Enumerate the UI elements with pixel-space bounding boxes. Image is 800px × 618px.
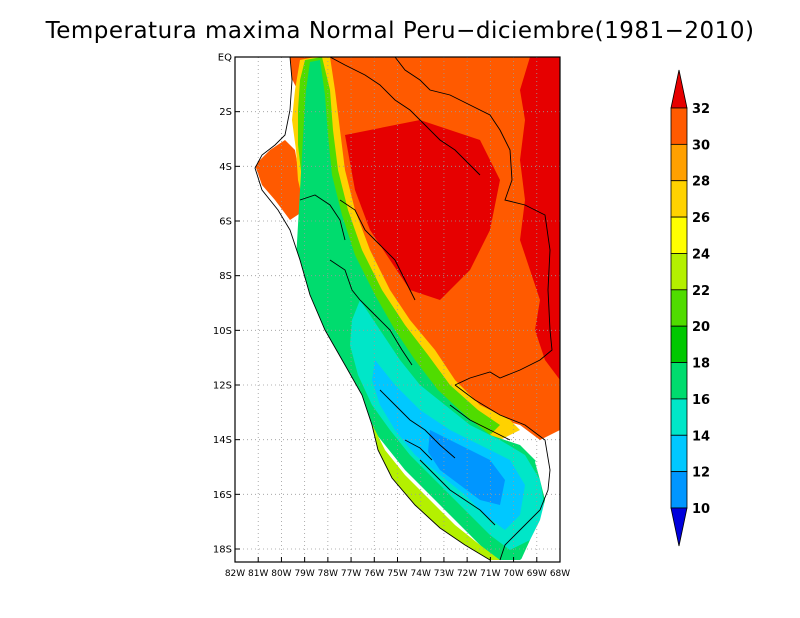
lat-tick-label: 4S xyxy=(219,162,232,173)
pacific-ocean xyxy=(235,57,490,562)
colorbar-segment xyxy=(670,325,688,363)
colorbar-label: 10 xyxy=(692,502,710,517)
lon-tick-label: 69W xyxy=(527,569,547,579)
region-cold-core xyxy=(428,430,505,505)
colorbar-segment xyxy=(670,289,688,327)
colorbar-bottom-arrow xyxy=(670,507,688,547)
colorbar-label: 14 xyxy=(692,429,710,444)
colorbar-segment xyxy=(670,180,688,218)
colorbar-label: 16 xyxy=(692,393,710,408)
colorbar: 32 30 28 26 24 22 20 18 16 14 12 10 xyxy=(670,69,710,547)
colorbar-label: 26 xyxy=(692,211,710,226)
map-title: Temperatura maxima Normal Peru−diciembre… xyxy=(45,18,755,44)
colorbar-label: 30 xyxy=(692,138,710,153)
colorbar-label: 32 xyxy=(692,102,710,117)
colorbar-segment xyxy=(670,362,688,400)
colorbar-segment xyxy=(670,471,688,509)
lat-tick-label: 16S xyxy=(213,490,232,501)
lat-tick-label: 8S xyxy=(219,271,232,282)
lon-tick-label: 71W xyxy=(480,569,500,579)
outside-east xyxy=(520,430,560,562)
colorbar-label: 24 xyxy=(692,247,710,262)
colorbar-label: 20 xyxy=(692,320,710,335)
lon-tick-label: 81W xyxy=(248,569,268,579)
colorbar-segment xyxy=(670,398,688,436)
lon-tick-label: 79W xyxy=(294,569,314,579)
lat-tick-label: EQ xyxy=(218,53,232,64)
map-gridlines xyxy=(235,57,560,562)
lon-tick-label: 75W xyxy=(387,569,407,579)
country-borders xyxy=(254,57,553,561)
colorbar-segment xyxy=(670,253,688,291)
lon-tick-label: 78W xyxy=(318,569,338,579)
lon-tick-label: 74W xyxy=(411,569,431,579)
colorbar-label: 18 xyxy=(692,357,710,372)
lat-tick-label: 6S xyxy=(219,217,232,228)
region-32-plus xyxy=(520,57,560,380)
lon-tick-label: 76W xyxy=(364,569,384,579)
lon-tick-label: 72W xyxy=(457,569,477,579)
longitude-axis: 82W 81W 80W 79W 78W 77W 76W 75W 74W 73W 72W 71W 70W 6… xyxy=(225,557,570,579)
lat-tick-label: 12S xyxy=(213,381,232,392)
lat-tick-label: 18S xyxy=(213,545,232,556)
temperature-field xyxy=(235,57,560,562)
lon-tick-label: 77W xyxy=(341,569,361,579)
lon-tick-label: 82W xyxy=(225,569,245,579)
colorbar-label: 22 xyxy=(692,284,710,299)
colorbar-segment xyxy=(670,216,688,254)
latitude-axis: EQ 2S 4S 6S 8S 10S 12S 14S 16S 18S xyxy=(213,53,240,556)
colorbar-label: 28 xyxy=(692,175,710,190)
colorbar-segment xyxy=(670,143,688,182)
colorbar-segment xyxy=(670,434,688,473)
lon-tick-label: 73W xyxy=(434,569,454,579)
colorbar-segment xyxy=(670,107,688,145)
region-32-plus-b xyxy=(345,120,500,300)
colorbar-label: 12 xyxy=(692,466,710,481)
colorbar-top-arrow xyxy=(670,69,688,109)
lat-tick-label: 10S xyxy=(213,326,232,337)
region-coast-north xyxy=(255,140,305,220)
lat-tick-label: 2S xyxy=(219,107,232,118)
lon-tick-label: 80W xyxy=(271,569,291,579)
lon-tick-label: 70W xyxy=(503,569,523,579)
lat-tick-label: 14S xyxy=(213,435,232,446)
lon-tick-label: 68W xyxy=(550,569,570,579)
